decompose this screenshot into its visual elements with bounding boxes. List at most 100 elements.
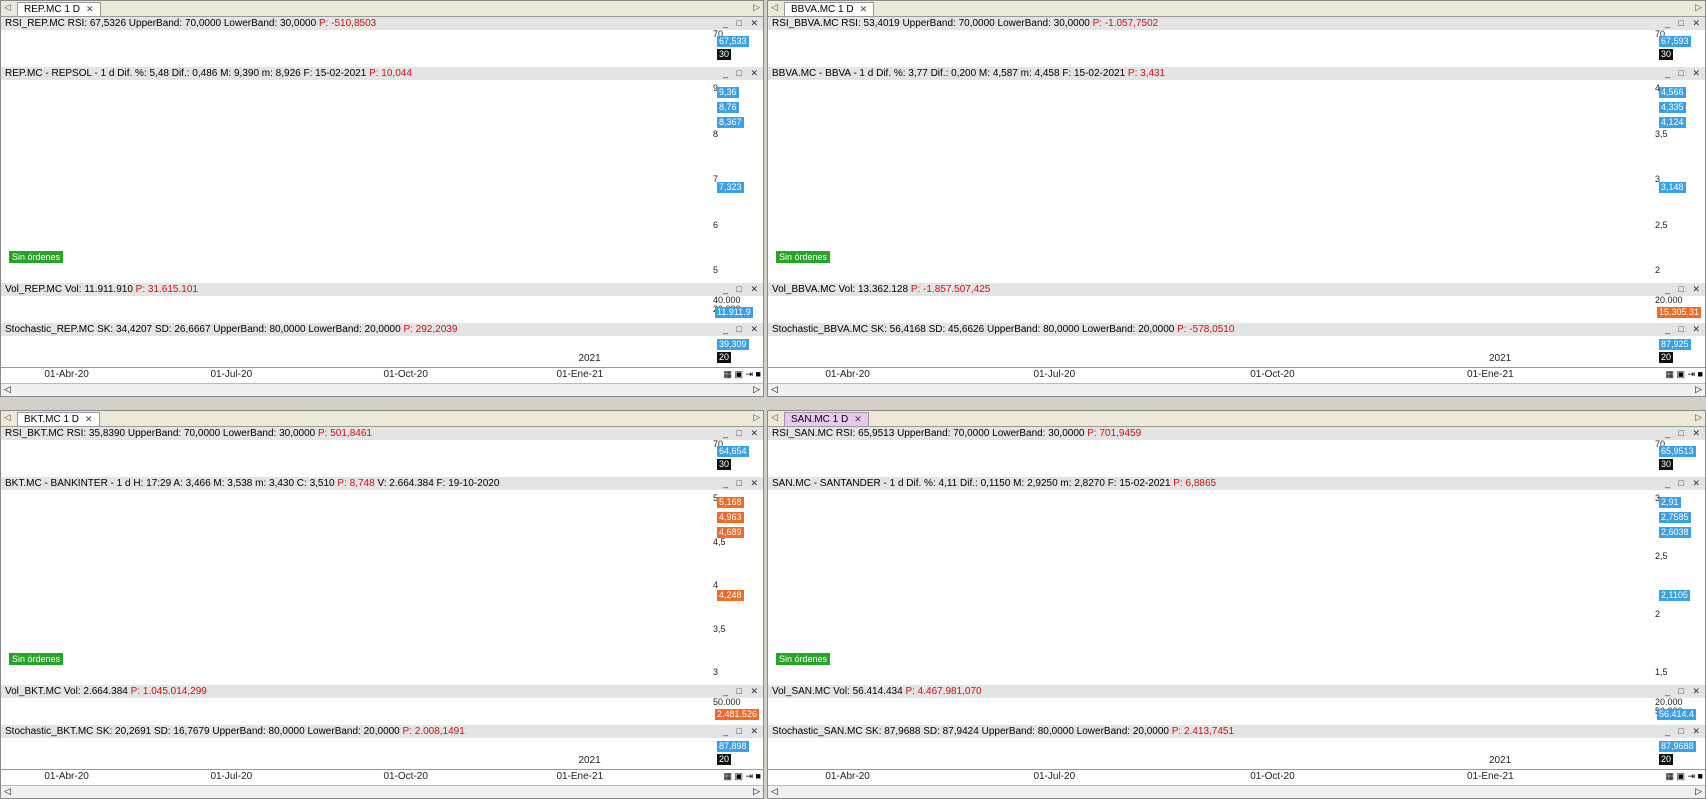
- window-controls[interactable]: _ □ ✕: [1665, 324, 1703, 334]
- close-icon[interactable]: ✕: [859, 4, 868, 14]
- volume-pane-field: Vol: 11.911.910: [64, 284, 133, 295]
- date-tick-label: 01-Abr-20: [44, 369, 89, 380]
- stoch-pane-field: UpperBand: 80,0000: [212, 726, 305, 737]
- price-tag-label: 4,566: [1659, 87, 1686, 98]
- price-scale-tick: 6: [713, 219, 719, 230]
- window-controls[interactable]: _ □ ✕: [723, 18, 761, 28]
- rsi-pane-field: LowerBand: 30,0000: [223, 18, 317, 29]
- rsi-pane-header: RSI_REP.MC RSI: 67,5326 UpperBand: 70,00…: [1, 17, 763, 30]
- stoch-pane-field: Stochastic_SAN.MC: [772, 726, 863, 737]
- stoch-value-label: 87,925: [1659, 339, 1691, 350]
- horizontal-scrollbar[interactable]: ◁ ▷: [768, 785, 1705, 798]
- window-controls[interactable]: _ □ ✕: [723, 284, 761, 294]
- horizontal-scrollbar[interactable]: ◁ ▷: [1, 785, 763, 798]
- price-tag-label: 8,367: [717, 117, 744, 128]
- window-controls[interactable]: _ □ ✕: [1665, 428, 1703, 438]
- rsi-band-label: 30: [1659, 49, 1674, 60]
- scroll-right-icon[interactable]: ▷: [1695, 384, 1702, 394]
- chart-toolbar[interactable]: ▦ ▣ ⇥ ■: [723, 771, 762, 781]
- window-controls[interactable]: _ □ ✕: [1665, 726, 1703, 736]
- chart-window-bkt[interactable]: ◁ BKT.MC 1 D ✕ ▷ RSI_BKT.MC RSI: 35,8390 Upp…: [0, 410, 764, 799]
- window-controls[interactable]: _ □ ✕: [723, 686, 761, 696]
- rsi-pane-field: UpperBand: 70,0000: [128, 18, 222, 29]
- window-controls[interactable]: _ □ ✕: [1665, 68, 1703, 78]
- price-pane-field: P: 3,431: [1127, 68, 1166, 79]
- chart-toolbar[interactable]: ▦ ▣ ⇥ ■: [1665, 369, 1704, 379]
- scroll-left-icon[interactable]: ◁: [771, 786, 778, 796]
- stoch-pane-field: LowerBand: 20,0000: [1076, 726, 1169, 737]
- chart-toolbar[interactable]: ▦ ▣ ⇥ ■: [723, 369, 762, 379]
- window-controls[interactable]: _ □ ✕: [723, 428, 761, 438]
- price-tag-label: 2,6038: [1659, 527, 1691, 538]
- no-orders-badge[interactable]: Sin órdenes: [9, 653, 64, 665]
- price-pane-header: BKT.MC - BANKINTER - 1 d H: 17:29 A: 3,4…: [1, 477, 763, 490]
- arrow-left-icon[interactable]: ◁: [771, 2, 778, 12]
- scroll-left-icon[interactable]: ◁: [4, 384, 11, 394]
- arrow-left-icon[interactable]: ◁: [771, 412, 778, 422]
- volume-scale-top: 20.000: [1655, 295, 1683, 305]
- rsi-band-label: 30: [717, 459, 732, 470]
- window-controls[interactable]: _ □ ✕: [1665, 284, 1703, 294]
- rsi-pane-field: P: -1.057,7502: [1092, 18, 1159, 29]
- arrow-left-icon[interactable]: ◁: [4, 412, 11, 422]
- tab-san[interactable]: SAN.MC 1 D ✕: [784, 412, 869, 426]
- tab-rep[interactable]: REP.MC 1 D ✕: [17, 2, 101, 16]
- stoch-value-label: 39,309: [717, 339, 749, 350]
- scroll-right-icon[interactable]: ▷: [753, 786, 760, 796]
- window-controls[interactable]: _ □ ✕: [1665, 18, 1703, 28]
- tab-bbva[interactable]: BBVA.MC 1 D ✕: [784, 2, 875, 16]
- arrow-right-icon[interactable]: ▷: [1695, 412, 1702, 422]
- volume-value-label: 56.414.4: [1657, 709, 1697, 720]
- arrow-right-icon[interactable]: ▷: [753, 412, 760, 422]
- price-scale-tick: 5: [713, 265, 719, 275]
- rsi-pane-field: UpperBand: 70,0000: [897, 428, 990, 439]
- scroll-left-icon[interactable]: ◁: [4, 786, 11, 796]
- close-icon[interactable]: ✕: [854, 414, 862, 424]
- volume-pane-field: Vol_BKT.MC: [5, 686, 62, 697]
- no-orders-badge[interactable]: Sin órdenes: [776, 251, 831, 263]
- chart-toolbar[interactable]: ▦ ▣ ⇥ ■: [1665, 771, 1704, 781]
- chart-window-rep[interactable]: ◁ REP.MC 1 D ✕ ▷ RSI_REP.MC RSI: 67,5326 Upp…: [0, 0, 764, 397]
- horizontal-scrollbar[interactable]: ◁ ▷: [1, 383, 763, 396]
- rsi-band-label: 30: [1659, 459, 1674, 470]
- date-axis: 01-Abr-20 01-Jul-20 01-Oct-20 01-Ene-21 ▦ ▣ …: [1, 367, 763, 381]
- window-controls[interactable]: _ □ ✕: [1665, 478, 1703, 488]
- date-tick-label: 01-Jul-20: [210, 771, 253, 782]
- scroll-right-icon[interactable]: ▷: [753, 384, 760, 394]
- close-icon[interactable]: ✕: [85, 414, 93, 424]
- stoch-pane-header: Stochastic_BKT.MC SK: 20,2691 SD: 16,767…: [1, 725, 763, 738]
- arrow-right-icon[interactable]: ▷: [1695, 2, 1702, 12]
- stoch-pane-field: P: 2.413,7451: [1171, 726, 1235, 737]
- price-scale-tick: 3: [1655, 493, 1661, 503]
- volume-pane-field: Vol: 13.362.128: [838, 284, 909, 295]
- window-controls[interactable]: _ □ ✕: [723, 478, 761, 488]
- arrow-left-icon[interactable]: ◁: [4, 2, 11, 12]
- price-pane-field: Dif. %: 3,77 Dif.: 0,200 M: 4,587 m: 4,4…: [876, 68, 1126, 79]
- stoch-pane-field: SD: 26,6667: [154, 324, 211, 335]
- scroll-right-icon[interactable]: ▷: [1695, 786, 1702, 796]
- close-icon[interactable]: ✕: [85, 4, 94, 14]
- tab-bkt[interactable]: BKT.MC 1 D ✕: [17, 412, 100, 426]
- price-scale-tick: 3: [1655, 174, 1661, 184]
- rsi-pane-field: RSI_BBVA.MC: [772, 18, 839, 29]
- horizontal-scrollbar[interactable]: ◁ ▷: [768, 383, 1705, 396]
- arrow-right-icon[interactable]: ▷: [753, 2, 760, 12]
- stoch-pane-field: P: 292,2039: [403, 324, 458, 335]
- price-scale-tick: 7: [713, 174, 719, 184]
- scroll-left-icon[interactable]: ◁: [771, 384, 778, 394]
- window-controls[interactable]: _ □ ✕: [723, 324, 761, 334]
- window-controls[interactable]: _ □ ✕: [723, 68, 761, 78]
- window-controls[interactable]: _ □ ✕: [723, 726, 761, 736]
- no-orders-badge[interactable]: Sin órdenes: [776, 653, 831, 665]
- rsi-pane-field: LowerBand: 30,0000: [997, 18, 1090, 29]
- price-pane-field: Dif. %: 4,11 Dif.: 0,1150 M: 2,9250 m: 2…: [906, 478, 1171, 489]
- chart-window-bbva[interactable]: ◁ BBVA.MC 1 D ✕ ▷ RSI_BBVA.MC RSI: 53,4019 U…: [767, 0, 1706, 397]
- no-orders-badge[interactable]: Sin órdenes: [9, 251, 64, 263]
- date-axis: 01-Abr-20 01-Jul-20 01-Oct-20 01-Ene-21 ▦ ▣ …: [1, 769, 763, 783]
- stoch-pane-field: SD: 16,7679: [153, 726, 210, 737]
- volume-scale-top: 40.000: [713, 295, 741, 305]
- chart-window-san[interactable]: ◁ SAN.MC 1 D ✕ ▷ RSI_SAN.MC RSI: 65,9513 Upp…: [767, 410, 1706, 799]
- rsi-value-label: 65,9513: [1659, 446, 1696, 457]
- rsi-scale-top: 70: [713, 439, 724, 449]
- window-controls[interactable]: _ □ ✕: [1665, 686, 1703, 696]
